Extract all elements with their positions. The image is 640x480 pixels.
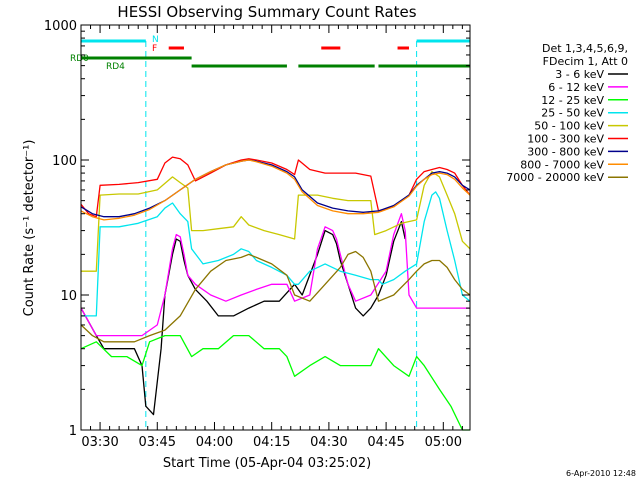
series-line-6 bbox=[80, 159, 471, 218]
legend-label-1: 6 - 12 keV bbox=[548, 81, 604, 94]
flare-flag-label: F bbox=[152, 44, 157, 54]
x-tick-label: 03:30 bbox=[81, 435, 118, 450]
flag-layer: NF RD0 RD4 bbox=[70, 35, 470, 430]
legend-label-0: 3 - 6 keV bbox=[555, 68, 604, 81]
legend-label-8: 7000 - 20000 keV bbox=[506, 171, 604, 184]
series-line-5 bbox=[80, 156, 471, 218]
legend-label-2: 12 - 25 keV bbox=[541, 94, 604, 107]
series-line-3 bbox=[81, 191, 471, 317]
night-flag-label: N bbox=[152, 35, 159, 45]
series-line-0 bbox=[80, 220, 406, 416]
footer-date: 6-Apr-2010 12:48 bbox=[566, 469, 636, 478]
legend-label-6: 300 - 800 keV bbox=[527, 145, 604, 158]
x-axis-label: Start Time (05-Apr-04 03:25:02) bbox=[163, 456, 371, 471]
x-tick-label: 04:00 bbox=[196, 435, 233, 450]
series-layer bbox=[80, 156, 471, 431]
legend: Det 1,3,4,5,6,9,FDecim 1, Att 03 - 6 keV… bbox=[506, 42, 628, 184]
rd4-flag-label: RD4 bbox=[106, 62, 125, 72]
y-axis-label: Count Rate (s⁻¹ detector⁻¹) bbox=[22, 140, 37, 317]
legend-header-line: FDecim 1, Att 0 bbox=[543, 55, 628, 68]
rd0-flag-label: RD0 bbox=[70, 54, 89, 64]
y-tick-label: 10 bbox=[60, 289, 77, 304]
series-line-1 bbox=[80, 213, 470, 337]
series-line-7 bbox=[80, 159, 471, 221]
legend-label-7: 800 - 7000 keV bbox=[520, 158, 604, 171]
series-line-2 bbox=[80, 334, 470, 431]
y-tick-label: 1 bbox=[69, 424, 77, 439]
y-tick-label: 100 bbox=[52, 154, 77, 169]
x-tick-label: 04:30 bbox=[310, 435, 347, 450]
x-tick-label: 03:45 bbox=[139, 435, 176, 450]
legend-label-3: 25 - 50 keV bbox=[541, 107, 604, 120]
x-tick-label: 04:15 bbox=[253, 435, 290, 450]
legend-label-4: 50 - 100 keV bbox=[534, 120, 604, 133]
x-tick-label: 05:00 bbox=[425, 435, 462, 450]
plot-frame bbox=[80, 24, 471, 431]
series-line-8 bbox=[80, 250, 471, 343]
chart-title: HESSI Observing Summary Count Rates bbox=[117, 3, 416, 21]
axes-layer: 03:30 03:45 04:00 04:15 04:30 04:45 05:00 1 10 10… bbox=[44, 19, 471, 450]
y-tick-label: 1000 bbox=[44, 19, 77, 34]
series-line-4 bbox=[81, 170, 471, 272]
legend-label-5: 100 - 300 keV bbox=[527, 133, 604, 146]
legend-header-line: Det 1,3,4,5,6,9, bbox=[542, 42, 628, 55]
x-tick-label: 04:45 bbox=[367, 435, 404, 450]
